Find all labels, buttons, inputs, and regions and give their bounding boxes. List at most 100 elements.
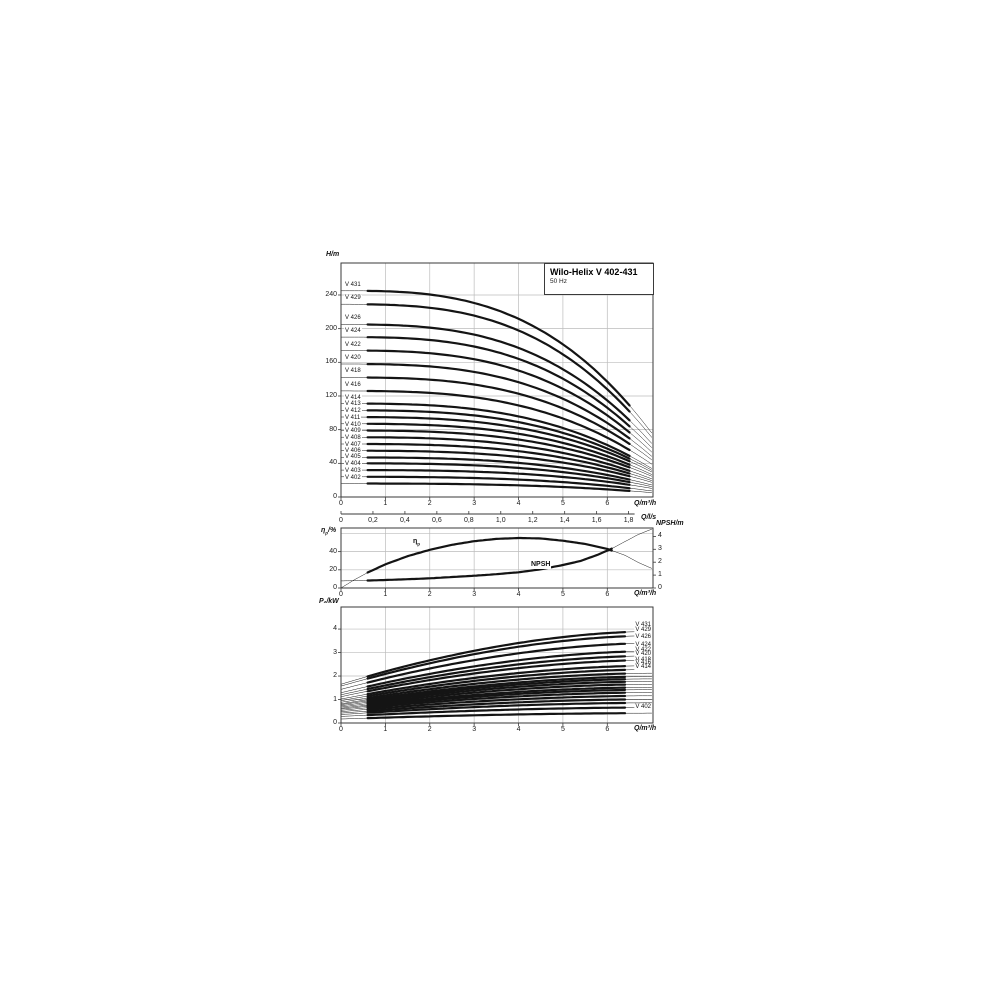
flow-ls-tick-label: 0,4 [400,517,410,524]
curve-path [366,363,631,440]
efficiency-curve-label: ηp [412,538,422,549]
curve-path [366,482,631,492]
power-curve-label: V 426 [634,634,652,642]
power-tick-label: 4 [333,625,337,633]
head-curve-label: V 403 [344,467,362,475]
curve-path [366,536,613,574]
chart-title-box: Wilo-Helix V 402-431 50 Hz [544,263,654,295]
efficiency-tick-label: 0 [333,584,337,591]
curve-path [366,712,627,720]
power-curve-label: V 429 [634,626,652,634]
head-curve-label: V 406 [344,448,362,456]
npsh-tick-label: 1 [658,571,662,579]
head-curve-label: V 414 [344,394,362,402]
flow-ls-tick-label: 1,8 [623,517,634,524]
power-curve-label: V 424 [634,642,652,650]
y-tick-label: 160 [325,358,337,366]
npsh-tick-label: 3 [658,545,662,553]
curve-path [366,694,627,711]
power-tick-label: 1 [333,695,337,703]
curve-path [366,701,627,714]
npsh-y-axis-label: NPSH/m [656,520,684,527]
x-tick-label: 3 [472,500,477,507]
curve-path [366,402,631,457]
curve-path [366,389,631,452]
head-y-axis-label: H/m [326,251,340,258]
efficiency-tick-label: 20 [329,565,337,573]
curve-path [366,698,627,713]
head-curve-label: V 418 [344,368,362,376]
curve-path [366,691,627,709]
curve-path [366,462,631,484]
x-tick-label: 5 [560,726,565,733]
curve-path [366,289,631,407]
power-x-axis-label: Q/m³/h [634,725,657,732]
head-curve-label: V 424 [344,328,362,336]
chart-frame [340,262,654,498]
chart-frame [340,606,654,724]
curve-path [366,436,631,472]
x-tick-label: 0 [339,591,343,598]
head-curve-label: V 413 [344,401,362,409]
curve-path [366,429,631,469]
head-curve-label: V 411 [344,414,362,422]
x-tick-label: 0 [339,500,343,507]
x-tick-label: 6 [605,726,610,733]
x-tick-label: 6 [605,500,610,507]
x-tick-label: 1 [383,500,388,507]
y-tick-label: 80 [329,425,337,433]
x-tick-label: 4 [516,726,521,733]
x-tick-label: 0 [339,726,343,733]
head-curve-label: V 429 [344,295,362,303]
head-curve-label: V 416 [344,381,362,389]
flow-ls-tick-label: 1,2 [527,517,538,524]
curve-path [366,683,627,705]
curve-path [366,678,627,702]
eta-symbol: η [321,527,326,534]
curve-path [366,650,627,688]
x-tick-label: 3 [472,591,477,598]
chart-title: Wilo-Helix V 402-431 [550,267,638,277]
efficiency-tick-label: 40 [329,547,337,555]
curve-path [366,336,631,428]
head-curve-label: V 405 [344,454,362,462]
curve-path [366,442,631,475]
curve-path [366,655,627,691]
curve-path [366,422,631,466]
eff-x-axis-label: Q/m³/h [634,590,657,597]
head-curve-label: V 404 [344,461,362,469]
eta-subscript: p [325,530,329,536]
npsh-tick-label: 0 [658,584,662,591]
y-tick-label: 240 [325,290,337,298]
curve-path [366,680,627,704]
power-y-axis-label: P₂/kW [319,598,339,605]
eta-unit: /% [328,527,337,534]
curve-path [366,675,627,701]
curve-path [366,456,631,481]
curve-path [366,642,627,684]
head-curve-label: V 422 [344,341,362,349]
efficiency-y-axis-label: ηp/% [321,527,336,537]
y-tick-label: 0 [333,493,337,500]
curve-path [366,706,627,717]
flow-ls-axis-label: Q/l/s [641,514,657,521]
npsh-tick-label: 4 [658,532,662,540]
power-curve-label: V 414 [634,664,652,672]
x-tick-label: 2 [427,591,432,598]
x-tick-label: 2 [427,500,432,507]
curve-path [366,686,627,707]
power-tick-label: 0 [333,719,337,726]
flow-ls-tick-label: 1,6 [591,517,602,524]
x-tick-label: 4 [516,591,521,598]
power-tick-label: 2 [333,672,337,680]
curve-path [366,449,631,478]
power-curve-label: V 416 [634,660,652,668]
curve-path [366,659,627,693]
head-curve-label: V 420 [344,355,362,362]
x-tick-label: 5 [560,500,565,507]
head-curve-label: V 412 [344,408,362,416]
flow-ls-tick-label: 0,8 [463,517,474,524]
